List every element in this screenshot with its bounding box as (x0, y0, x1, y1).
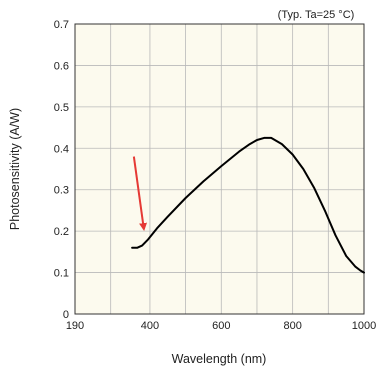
x-axis-label: Wavelength (nm) (172, 352, 267, 366)
y-axis-label: Photosensitivity (A/W) (8, 108, 22, 230)
y-tick-label: 0.1 (54, 268, 69, 280)
plot-frame (74, 23, 365, 315)
y-tick-label: 0.2 (54, 226, 69, 238)
x-tick-label: 190 (66, 320, 84, 332)
y-tick-label: 0 (63, 309, 69, 321)
y-tick-label: 0.3 (54, 185, 69, 197)
x-tick-label: 400 (141, 320, 159, 332)
x-tick-labels: 190 400 600 800 1000 (66, 320, 376, 332)
annotation-arrow (132, 156, 148, 232)
x-tick-label: 800 (283, 320, 301, 332)
photosensitivity-curve (131, 136, 365, 274)
x-tick-label: 600 (212, 320, 230, 332)
y-tick-label: 0.6 (54, 60, 69, 72)
x-tick-label: 1000 (352, 320, 376, 332)
y-tick-label: 0.7 (54, 19, 69, 31)
y-tick-label: 0.5 (54, 102, 69, 114)
plot-background (75, 24, 364, 314)
temperature-note: (Typ. Ta=25 °C) (278, 9, 355, 21)
y-tick-labels: 0 0.1 0.2 0.3 0.4 0.5 0.6 0.7 (54, 19, 69, 321)
y-tick-label: 0.4 (54, 143, 69, 155)
